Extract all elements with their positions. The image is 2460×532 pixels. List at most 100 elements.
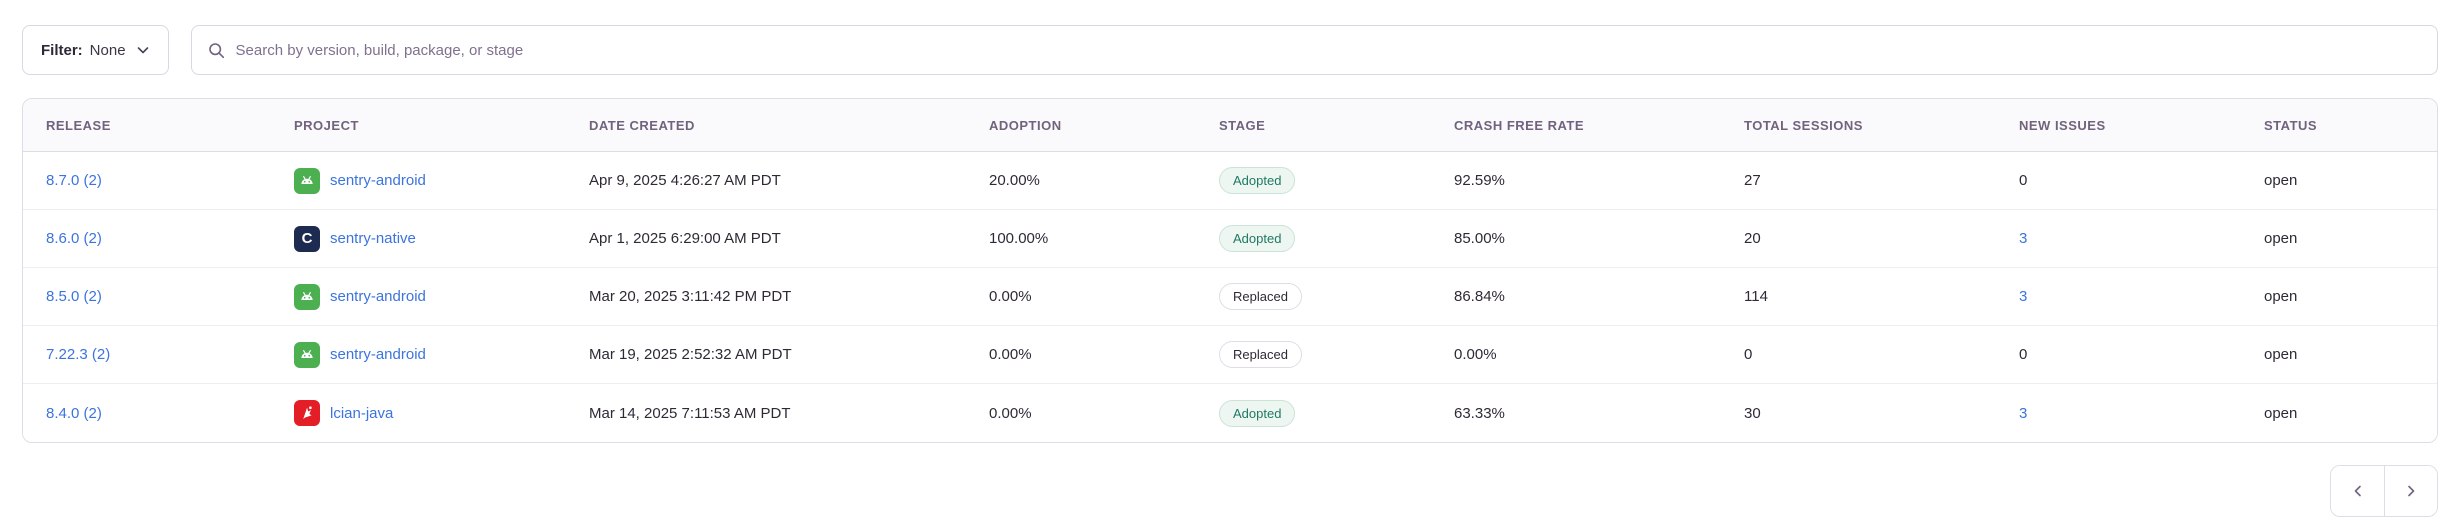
project-cell: lcian-java [271, 400, 566, 426]
date-created: Mar 20, 2025 3:11:42 PM PDT [589, 288, 792, 305]
crash-free-rate: 63.33% [1454, 404, 1505, 422]
adoption: 20.00% [989, 172, 1040, 189]
project-cell: sentry-android [271, 283, 566, 310]
status: open [2264, 288, 2298, 305]
table-row: 8.7.0 (2) sentry-android Apr 9, 2025 4:2… [23, 152, 2437, 210]
stage-badge: Adopted [1219, 399, 1296, 427]
new-issues[interactable]: 3 [2019, 230, 2028, 247]
total-sessions: 114 [1744, 288, 1768, 305]
project-link[interactable]: sentry-android [330, 288, 426, 305]
date-created: Mar 14, 2025 7:11:53 AM PDT [589, 404, 791, 422]
column-header-date-created: DATE CREATED [589, 117, 695, 133]
stage-cell: Adopted [1196, 167, 1431, 194]
project-link[interactable]: sentry-native [330, 230, 416, 247]
crash-free-rate: 86.84% [1454, 288, 1505, 305]
release-link[interactable]: 8.4.0 (2) [46, 404, 102, 422]
new-issues[interactable]: 3 [2019, 404, 2028, 422]
pagination [0, 465, 2438, 517]
stage-badge: Adopted [1219, 225, 1296, 252]
table-row: 8.6.0 (2) C sentry-native Apr 1, 2025 6:… [23, 210, 2437, 268]
adoption: 0.00% [989, 288, 1032, 305]
date-created: Apr 9, 2025 4:26:27 AM PDT [589, 172, 781, 189]
stage-cell: Adopted [1196, 399, 1431, 427]
status: open [2264, 172, 2298, 189]
column-header-stage: STAGE [1219, 117, 1266, 133]
column-header-new-issues: NEW ISSUES [2019, 117, 2106, 133]
column-header-crash-free-rate: CRASH FREE RATE [1454, 117, 1585, 133]
crash-free-rate: 0.00% [1454, 346, 1497, 363]
table-row: 8.5.0 (2) sentry-android Mar 20, 2025 3:… [23, 268, 2437, 326]
column-header-status: STATUS [2264, 117, 2318, 133]
new-issues: 0 [2019, 172, 2028, 189]
total-sessions: 0 [1744, 346, 1753, 363]
release-link[interactable]: 7.22.3 (2) [46, 346, 111, 363]
toolbar: Filter: None [22, 25, 2438, 75]
total-sessions: 30 [1744, 404, 1761, 422]
next-page-button[interactable] [2384, 466, 2437, 516]
chevron-right-icon [2408, 485, 2415, 497]
stage-cell: Replaced [1196, 341, 1431, 368]
date-created: Mar 19, 2025 2:52:32 AM PDT [589, 346, 792, 363]
new-issues-cell: 0 [1996, 346, 2241, 363]
status: open [2264, 230, 2298, 247]
search-icon [208, 42, 224, 58]
releases-table: RELEASE PROJECT DATE CREATED ADOPTION STAGE C… [22, 98, 2438, 443]
stage-badge: Adopted [1219, 167, 1296, 194]
filter-button[interactable]: Filter: None [22, 25, 169, 75]
new-issues[interactable]: 3 [2019, 288, 2028, 305]
crash-free-rate: 92.59% [1454, 172, 1505, 189]
column-header-project: PROJECT [294, 117, 359, 133]
adoption: 0.00% [989, 346, 1032, 363]
android-icon [294, 283, 320, 310]
table-header-row: RELEASE PROJECT DATE CREATED ADOPTION STAGE C… [23, 99, 2437, 152]
new-issues-cell: 3 [1996, 405, 2241, 422]
column-header-release: RELEASE [46, 117, 111, 133]
total-sessions: 20 [1744, 230, 1761, 247]
release-link[interactable]: 8.7.0 (2) [46, 172, 102, 189]
release-cell: 8.6.0 (2) [23, 230, 271, 247]
table-body: 8.7.0 (2) sentry-android Apr 9, 2025 4:2… [23, 152, 2437, 442]
release-cell: 8.5.0 (2) [23, 288, 271, 305]
android-icon [294, 167, 320, 194]
status: open [2264, 404, 2298, 422]
table-row: 7.22.3 (2) sentry-android Mar 19, 2025 2… [23, 326, 2437, 384]
search-input[interactable] [235, 41, 2421, 59]
chevron-down-icon [137, 47, 148, 54]
project-link[interactable]: sentry-android [330, 172, 426, 189]
release-cell: 8.4.0 (2) [23, 405, 271, 422]
new-issues: 0 [2019, 346, 2028, 363]
new-issues-cell: 3 [1996, 288, 2241, 305]
adoption: 100.00% [989, 230, 1049, 247]
total-sessions: 27 [1744, 172, 1761, 189]
column-header-adoption: ADOPTION [989, 117, 1062, 133]
c-icon: C [294, 225, 320, 252]
stage-badge: Replaced [1219, 283, 1302, 310]
crash-free-rate: 85.00% [1454, 230, 1505, 247]
project-cell: sentry-android [271, 341, 566, 368]
column-header-total-sessions: TOTAL SESSIONS [1744, 117, 1863, 133]
project-cell: C sentry-native [271, 225, 566, 252]
new-issues-cell: 3 [1996, 230, 2241, 247]
release-link[interactable]: 8.6.0 (2) [46, 230, 102, 247]
stage-cell: Adopted [1196, 225, 1431, 252]
project-link[interactable]: lcian-java [330, 404, 394, 422]
stage-badge: Replaced [1219, 341, 1302, 368]
release-cell: 7.22.3 (2) [23, 346, 271, 363]
search-box [190, 25, 2438, 75]
date-created: Apr 1, 2025 6:29:00 AM PDT [589, 230, 781, 247]
previous-page-button[interactable] [2331, 466, 2384, 516]
java-icon [294, 400, 320, 426]
release-link[interactable]: 8.5.0 (2) [46, 288, 102, 305]
project-link[interactable]: sentry-android [330, 346, 426, 363]
filter-value: None [89, 41, 126, 59]
release-cell: 8.7.0 (2) [23, 172, 271, 189]
filter-label: Filter: [41, 41, 83, 59]
chevron-left-icon [2354, 485, 2361, 497]
android-icon [294, 341, 320, 368]
status: open [2264, 346, 2298, 363]
project-cell: sentry-android [271, 167, 566, 194]
table-row: 8.4.0 (2) lcian-java Mar 14, 2025 7:11:5… [23, 384, 2437, 442]
stage-cell: Replaced [1196, 283, 1431, 310]
new-issues-cell: 0 [1996, 172, 2241, 189]
adoption: 0.00% [989, 404, 1032, 422]
